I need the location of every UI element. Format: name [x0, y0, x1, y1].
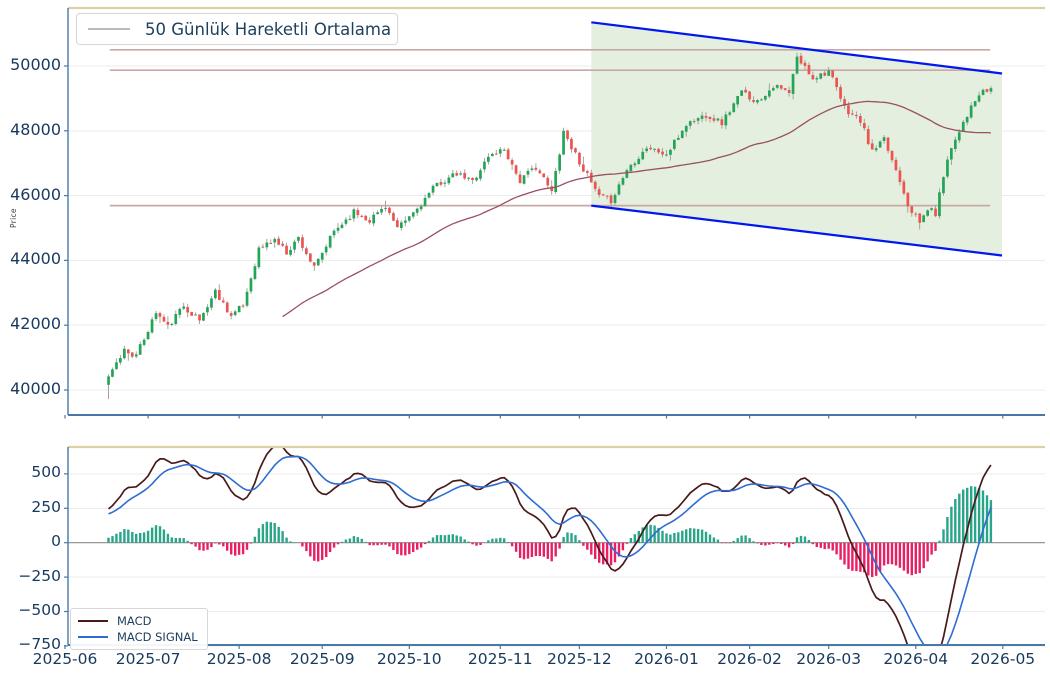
price-ytick-46000: 46000 [10, 184, 61, 204]
xtick-2025-11: 2025-11 [467, 650, 533, 668]
macd-spines [64, 445, 1045, 649]
price-ytick-40000: 40000 [10, 379, 61, 398]
xtick-2026-04: 2026-04 [883, 650, 949, 668]
macd-ytick-0: 0 [51, 532, 61, 551]
macd-ytick-250: 250 [31, 497, 61, 516]
macd-histogram [107, 486, 993, 577]
ma-legend: 50 Günlük Hareketli Ortalama [76, 13, 398, 45]
price-spines [64, 6, 1045, 419]
candles [107, 52, 993, 400]
xtick-2026-01: 2026-01 [634, 650, 699, 668]
xtick-2026-03: 2026-03 [796, 650, 862, 668]
macd-lines [107, 447, 992, 645]
xtick-2025-09: 2025-09 [289, 650, 355, 668]
macd-legend-line-macd [78, 620, 108, 622]
price-axis-title: Price [9, 208, 18, 228]
xtick-2025-07: 2025-07 [115, 650, 181, 668]
macd-ytick--250: −250 [18, 566, 61, 585]
price-ytick-50000: 50000 [10, 55, 61, 74]
xtick-2026-02: 2026-02 [717, 650, 782, 668]
xtick-2025-10: 2025-10 [376, 650, 442, 668]
price-ytick-44000: 44000 [10, 249, 61, 269]
macd-ytick--750: −750 [18, 635, 61, 654]
xtick-2025-06: 2025-06 [32, 650, 98, 668]
macd-ytick-500: 500 [31, 463, 61, 482]
price-gridlines [68, 65, 1045, 391]
price-ytick-48000: 48000 [10, 119, 61, 139]
trend-channel-lines [591, 21, 1003, 257]
macd-legend: MACD MACD SIGNAL [70, 608, 208, 650]
macd-legend-label-macd: MACD [117, 614, 152, 628]
macd-signal-line [108, 455, 992, 645]
ma-legend-line-sample [88, 28, 130, 30]
macd-ytick--500: −500 [18, 601, 61, 619]
ma-legend-label: 50 Günlük Hareketli Ortalama [145, 19, 392, 39]
macd-legend-row-signal: MACD SIGNAL [78, 630, 200, 644]
macd-line [107, 447, 992, 645]
macd-legend-row-macd: MACD [78, 614, 200, 628]
xtick-2025-08: 2025-08 [206, 650, 272, 668]
horizontal-levels [109, 48, 991, 207]
ma-50-line [282, 100, 991, 318]
price-ytick-42000: 42000 [10, 314, 61, 334]
macd-legend-line-signal [78, 636, 108, 638]
xtick-2026-05: 2026-05 [970, 650, 1036, 668]
macd-legend-label-signal: MACD SIGNAL [117, 630, 198, 644]
trend-channel-fill [591, 22, 1002, 256]
xtick-2025-12: 2025-12 [547, 650, 612, 668]
